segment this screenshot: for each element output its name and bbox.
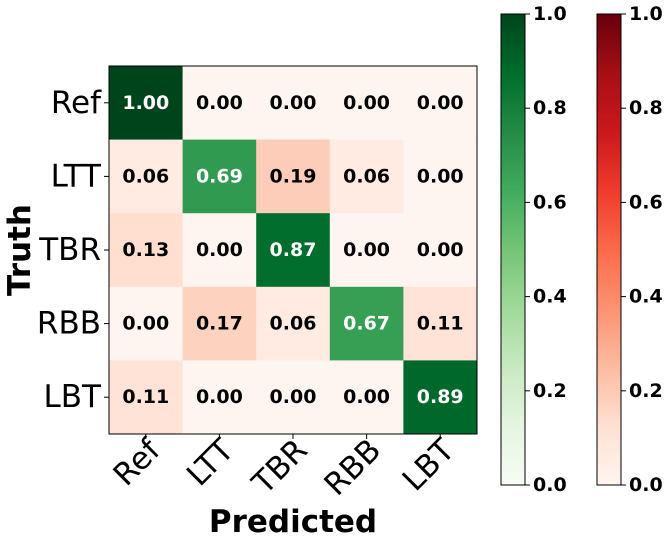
- cell-value-label: 0.00: [270, 92, 317, 114]
- cell-value-label: 0.00: [122, 313, 169, 335]
- cell-value-label: 0.19: [270, 165, 317, 187]
- heatmap-cell: [256, 213, 331, 288]
- cell-value-label: 1.00: [122, 92, 169, 114]
- heatmap-cell: [256, 139, 331, 214]
- heatmap-cell: [329, 66, 404, 140]
- colorbar-tick-label: 0.0: [533, 474, 567, 496]
- colorbar-gradient: [596, 13, 622, 486]
- heatmap-cell: [329, 360, 404, 435]
- heatmap-cells: [109, 66, 478, 435]
- cell-value-label: 0.06: [122, 165, 169, 187]
- heatmap-cell: [182, 139, 257, 214]
- heatmap-cell: [182, 286, 257, 361]
- cell-value-label: 0.11: [417, 313, 464, 335]
- heatmap-cell: [256, 286, 331, 361]
- heatmap-cell: [329, 213, 404, 288]
- heatmap-cell: [256, 360, 331, 435]
- cell-value-labels: 1.00 0.00 0.00 0.00 0.00 0.06 0.69 0.19 0.06 0.00…: [122, 92, 463, 408]
- cell-value-label: 0.06: [270, 313, 317, 335]
- cell-value-label: 0.00: [417, 92, 464, 114]
- x-axis-ticks: Ref LTT TBR RBB LBT: [107, 431, 463, 503]
- colorbar-tick-label: 1.0: [533, 3, 567, 25]
- x-tick-label: LTT: [180, 431, 242, 493]
- colorbar-tick-label: 0.4: [629, 286, 663, 308]
- cell-value-label: 0.00: [196, 386, 243, 408]
- colorbar-tick-label: 0.4: [533, 286, 567, 308]
- cell-value-label: 0.00: [417, 239, 464, 261]
- colorbar-tick-label: 0.2: [629, 380, 663, 402]
- cell-value-label: 0.11: [122, 386, 169, 408]
- heatmap-cell: [182, 360, 257, 435]
- cell-value-label: 0.89: [417, 386, 464, 408]
- y-tick-label: Ref: [51, 85, 102, 121]
- x-tick-label: LBT: [396, 431, 463, 498]
- cell-value-label: 0.17: [196, 313, 243, 335]
- heatmap-cell: [256, 66, 331, 140]
- x-tick-label: TBR: [245, 432, 315, 502]
- heatmap-cell: [403, 66, 478, 140]
- heatmap-cell: [109, 139, 183, 214]
- heatmap-cell: [109, 66, 183, 140]
- heatmap-cell: [329, 139, 404, 214]
- cell-value-label: 0.00: [196, 92, 243, 114]
- colorbar-tick-label: 0.8: [533, 97, 567, 119]
- colorbar-tick-label: 0.0: [629, 474, 663, 496]
- y-tick-label: TBR: [38, 232, 101, 268]
- colorbar-greens: 0.0 0.2 0.4 0.6 0.8 1.0: [500, 3, 567, 496]
- colorbar-tick-label: 0.6: [629, 191, 663, 213]
- cell-value-label: 0.00: [270, 386, 317, 408]
- cell-value-label: 0.69: [196, 165, 243, 187]
- y-axis-label: Truth: [2, 204, 38, 296]
- heatmap-cell: [109, 360, 183, 435]
- cell-value-label: 0.06: [343, 165, 390, 187]
- heatmap-cell: [182, 66, 257, 140]
- cell-value-label: 0.00: [343, 92, 390, 114]
- heatmap-cell: [182, 213, 257, 288]
- heatmap-cell: [403, 360, 478, 435]
- x-tick-label: RBB: [317, 432, 388, 503]
- cell-value-label: 0.00: [343, 239, 390, 261]
- y-tick-label: LTT: [51, 158, 102, 194]
- colorbar-tick-label: 1.0: [629, 3, 663, 25]
- colorbar-tick-label: 0.8: [629, 97, 663, 119]
- colorbar-gradient: [500, 13, 526, 486]
- cell-value-label: 0.67: [343, 313, 390, 335]
- colorbar-tick-label: 0.2: [533, 380, 567, 402]
- cell-value-label: 0.00: [196, 239, 243, 261]
- heatmap-cell: [109, 213, 183, 288]
- cell-value-label: 0.87: [270, 239, 317, 261]
- y-tick-label: LBT: [44, 379, 103, 415]
- cell-value-label: 0.13: [122, 239, 169, 261]
- colorbars: 0.0 0.2 0.4 0.6 0.8 1.0 0.0 0.2 0.4 0.6 0.8 1.0: [500, 3, 663, 496]
- heatmap-cell: [403, 286, 478, 361]
- cell-value-label: 0.00: [417, 165, 464, 187]
- colorbar-tick-label: 0.6: [533, 191, 567, 213]
- heatmap-cell: [403, 213, 478, 288]
- cell-value-label: 0.00: [343, 386, 390, 408]
- heatmap-cell: [403, 139, 478, 214]
- colorbar-reds: 0.0 0.2 0.4 0.6 0.8 1.0: [596, 3, 663, 496]
- x-tick-label: Ref: [107, 431, 169, 493]
- y-axis-ticks: Ref LTT TBR RBB LBT: [37, 85, 109, 415]
- heatmap-cell: [109, 286, 183, 361]
- y-tick-label: RBB: [37, 306, 101, 342]
- x-axis-label: Predicted: [209, 504, 377, 540]
- heatmap-cell: [329, 286, 404, 361]
